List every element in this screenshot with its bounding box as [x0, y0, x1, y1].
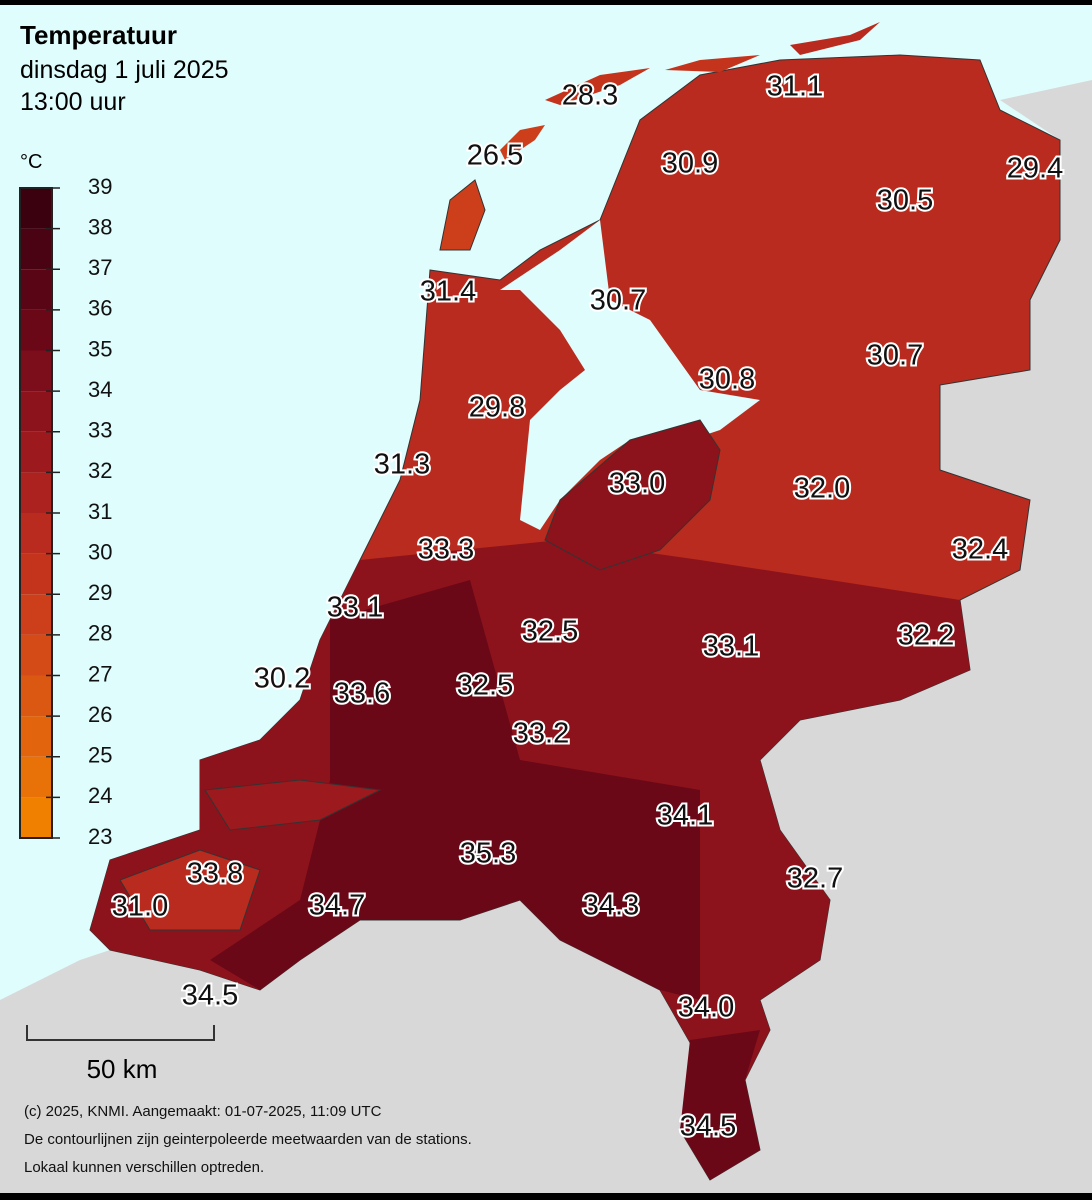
schiermonnikoog: [790, 22, 880, 55]
station-value: 34.5: [680, 1111, 736, 1143]
station-value: 33.6: [334, 678, 390, 710]
colorbar-band: [20, 391, 52, 432]
colorbar-band: [20, 350, 52, 392]
ijsselmeer: [500, 220, 760, 530]
station-value: 30.8: [699, 364, 755, 396]
flevoland: [544, 419, 721, 571]
station-value: 26.5: [467, 140, 523, 172]
station-value: 31.4: [420, 276, 476, 308]
colorbar-band: [20, 634, 52, 676]
station-value: 30.2: [254, 663, 310, 695]
title: Temperatuur: [20, 20, 177, 50]
station-value: 34.3: [583, 890, 639, 922]
texel: [439, 179, 486, 251]
footer-line: Lokaal kunnen verschillen optreden.: [24, 1159, 264, 1176]
station-value: 30.9: [662, 148, 718, 180]
unit: °C: [20, 151, 42, 173]
colorbar: 23 24 25 26 27 28 29 30 31 32 33 34 35 36 37 38 39: [19, 174, 112, 849]
station-value: 33.2: [513, 718, 569, 750]
colorbar-tick-label: 33: [88, 418, 112, 443]
station-value: 29.4: [1007, 153, 1063, 185]
station-value: 30.7: [867, 340, 923, 372]
colorbar-tick-label: 28: [88, 621, 112, 646]
colorbar-band: [20, 675, 52, 717]
colorbar-band: [20, 756, 52, 798]
colorbar-tick-label: 29: [88, 580, 112, 605]
colorbar-tick-label: 25: [88, 743, 112, 768]
footer-line: De contourlijnen zijn geinterpoleerde me…: [24, 1131, 472, 1148]
colorbar-band: [20, 513, 52, 554]
vlieland: [500, 125, 545, 160]
colorbar-tick-label: 26: [88, 702, 112, 727]
walcheren: [119, 849, 261, 931]
ameland: [665, 55, 760, 72]
station-value: 34.5: [182, 980, 238, 1012]
station-value: 32.2: [898, 620, 954, 652]
colorbar-band: [20, 472, 52, 513]
colorbar-tick-label: 24: [88, 783, 112, 808]
colorbar-tick-label: 27: [88, 661, 112, 686]
colorbar-band: [20, 269, 52, 310]
colorbar-tick-label: 39: [88, 174, 112, 199]
station-value: 33.3: [418, 534, 474, 566]
station-value: 32.4: [952, 534, 1008, 566]
station-value: 32.5: [457, 670, 513, 702]
colorbar-tick-label: 38: [88, 214, 112, 239]
colorbar-band: [20, 431, 52, 473]
station-value: 31.1: [767, 71, 823, 103]
station-value: 35.3: [460, 838, 516, 870]
terschelling: [545, 68, 650, 105]
station-value: 32.7: [787, 863, 843, 895]
region-hot: [210, 580, 700, 1000]
region-hot-south: [680, 1030, 760, 1180]
colorbar-tick-label: 32: [88, 458, 112, 483]
time: 13:00 uur: [20, 88, 126, 116]
colorbar-tick-label: 30: [88, 539, 112, 564]
colorbar-band: [20, 228, 52, 270]
scale-bar: [26, 1025, 215, 1041]
colorbar-tick-label: 31: [88, 499, 112, 524]
station-value: 33.1: [327, 592, 383, 624]
colorbar-tick-label: 36: [88, 296, 112, 321]
station-value: 32.0: [794, 473, 850, 505]
station-value: 29.8: [469, 392, 525, 424]
station-value: 32.5: [522, 616, 578, 648]
station-value: 28.3: [562, 80, 618, 112]
station-value: 33.1: [703, 631, 759, 663]
colorbar-band: [20, 716, 52, 757]
station-value: 34.1: [657, 800, 713, 832]
colorbar-tick-label: 23: [88, 824, 112, 849]
station-value: 30.7: [590, 285, 646, 317]
colorbar-tick-label: 34: [88, 377, 112, 402]
colorbar-band: [20, 309, 52, 351]
station-value: 33.0: [609, 468, 665, 500]
station-value: 34.0: [678, 992, 734, 1024]
colorbar-band: [20, 797, 52, 838]
station-value: 34.7: [309, 890, 365, 922]
scale-label: 50 km: [87, 1054, 158, 1084]
station-value: 33.8: [187, 858, 243, 890]
neighbour-land: [0, 80, 1092, 1193]
colorbar-band: [20, 553, 52, 595]
station-value: 31.0: [112, 891, 168, 923]
station-value: 31.3: [374, 449, 430, 481]
colorbar-tick-label: 35: [88, 336, 112, 361]
colorbar-tick-label: 37: [88, 255, 112, 280]
station-value: 30.5: [877, 185, 933, 217]
colorbar-band: [20, 594, 52, 635]
footer-line: (c) 2025, KNMI. Aangemaakt: 01-07-2025, …: [24, 1103, 382, 1120]
islands-south: [204, 779, 382, 831]
colorbar-band: [20, 188, 52, 229]
date: dinsdag 1 juli 2025: [20, 56, 229, 84]
